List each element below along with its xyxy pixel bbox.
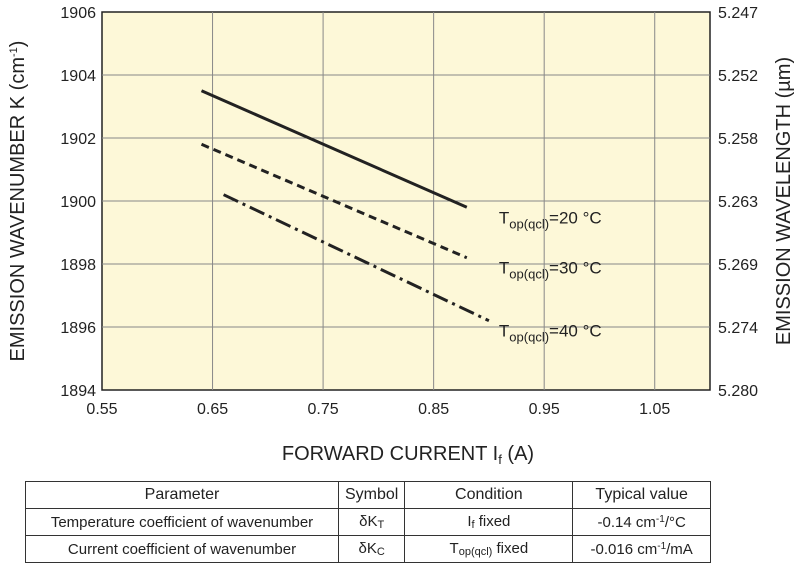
table-row: Current coefficient of wavenumber δKC To… (25, 535, 711, 563)
cell-typical-value: -0.14 cm-1/°C (572, 508, 711, 536)
y-right-tick-label: 5.258 (718, 131, 758, 148)
cell-symbol: δKC (337, 535, 406, 563)
series-line (200, 142, 468, 260)
y-right-tick-labels: 5.280 5.274 5.269 5.263 5.258 5.252 5.247 (718, 5, 758, 400)
y-left-tick-label: 1906 (60, 5, 96, 22)
series-label: Top(qcl)=40 °C (499, 322, 602, 345)
x-tick-label: 0.85 (418, 401, 449, 418)
table-row: Temperature coefficient of wavenumber δK… (25, 508, 711, 536)
x-tick-label: 0.95 (529, 401, 560, 418)
x-tick-label: 0.75 (308, 401, 339, 418)
x-tick-labels: 0.55 0.65 0.75 0.85 0.95 1.05 (86, 401, 670, 418)
x-tick-label: 0.55 (86, 401, 117, 418)
cell-parameter: Current coefficient of wavenumber (25, 535, 339, 563)
cell-symbol: δKT (337, 508, 406, 536)
y-left-tick-label: 1894 (60, 383, 96, 400)
y-left-tick-label: 1898 (60, 257, 96, 274)
y-left-tick-label: 1902 (60, 131, 96, 148)
y-right-tick-label: 5.269 (718, 257, 758, 274)
header-parameter: Parameter (25, 481, 339, 509)
cell-parameter: Temperature coefficient of wavenumber (25, 508, 339, 536)
y-right-tick-label: 5.274 (718, 320, 758, 337)
header-condition: Condition (404, 481, 574, 509)
x-tick-label: 0.65 (197, 401, 228, 418)
x-tick-label: 1.05 (639, 401, 670, 418)
header-symbol: Symbol (337, 481, 406, 509)
series-label: Top(qcl)=30 °C (499, 259, 602, 282)
x-axis-title: FORWARD CURRENT If (A) (282, 443, 534, 467)
y-left-tick-label: 1904 (60, 68, 96, 85)
y-left-tick-label: 1900 (60, 194, 96, 211)
y-left-tick-labels: 1894 1896 1898 1900 1902 1904 1906 (60, 5, 96, 400)
cell-typical-value: -0.016 cm-1/mA (572, 535, 711, 563)
grid (102, 12, 710, 390)
series-label: Top(qcl)=20 °C (499, 208, 602, 231)
cell-condition: If fixed (404, 508, 574, 536)
y-right-tick-label: 5.280 (718, 383, 758, 400)
wavenumber-chart: 0.55 0.65 0.75 0.85 0.95 1.05 1894 1896 1898 190… (7, 5, 795, 467)
series-line (222, 193, 490, 323)
header-typical-value: Typical value (572, 481, 711, 509)
series-line (200, 89, 468, 209)
y-right-tick-label: 5.247 (718, 5, 758, 22)
y-right-tick-label: 5.252 (718, 68, 758, 85)
cell-condition: Top(qcl) fixed (404, 535, 574, 563)
y-left-tick-label: 1896 (60, 320, 96, 337)
y-right-tick-label: 5.263 (718, 194, 758, 211)
parameter-table: Parameter Symbol Condition Typical value… (25, 481, 711, 563)
table-header-row: Parameter Symbol Condition Typical value (25, 481, 711, 509)
series-lines (200, 89, 490, 323)
y-right-axis-title: EMISSION WAVELENGTH (µm) (773, 57, 795, 345)
y-left-axis-title: EMISSION WAVENUMBER K (cm-1) (7, 41, 29, 362)
series-labels: Top(qcl)=20 °C Top(qcl)=30 °C Top(qcl)=40 … (499, 208, 602, 344)
